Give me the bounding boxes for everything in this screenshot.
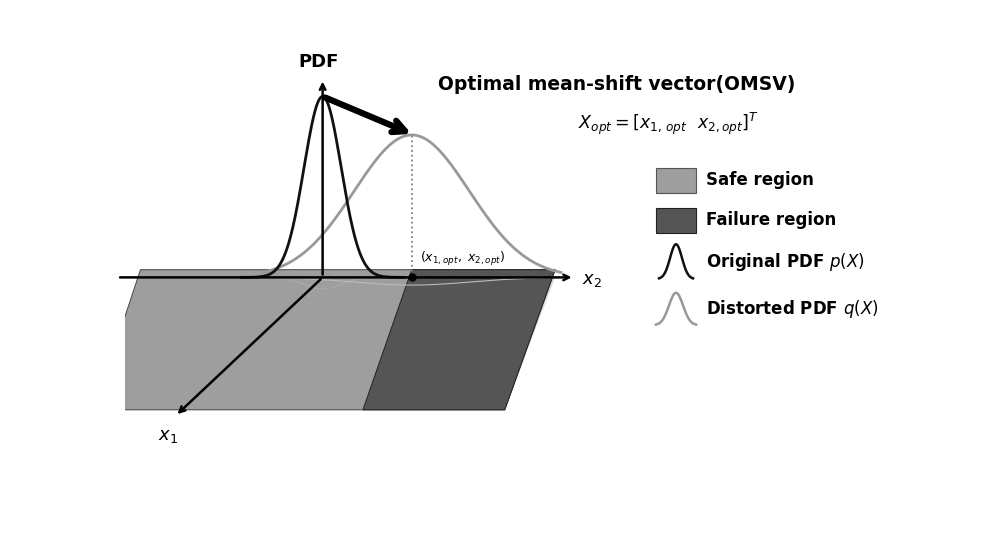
Text: Optimal mean-shift vector(OMSV): Optimal mean-shift vector(OMSV) — [438, 75, 796, 94]
Text: Original PDF $p(X)$: Original PDF $p(X)$ — [706, 251, 865, 273]
Text: Distorted PDF $q(X)$: Distorted PDF $q(X)$ — [706, 298, 879, 320]
Polygon shape — [94, 277, 555, 410]
Text: $\mathit{X}_{opt}$$=[x_{1,\,opt}\ \ x_{2,opt}]^T$: $\mathit{X}_{opt}$$=[x_{1,\,opt}\ \ x_{2… — [578, 111, 759, 137]
Bar — [656, 208, 696, 232]
Text: PDF: PDF — [299, 53, 339, 71]
Polygon shape — [94, 270, 555, 410]
Text: Safe region: Safe region — [706, 171, 814, 189]
Text: $(x_{1,opt},\ x_{2,opt})$: $(x_{1,opt},\ x_{2,opt})$ — [420, 250, 505, 268]
Text: $x_2$: $x_2$ — [582, 271, 602, 289]
Bar — [656, 168, 696, 193]
Text: $x_1$: $x_1$ — [158, 427, 178, 445]
Polygon shape — [363, 270, 555, 410]
Text: Failure region: Failure region — [706, 211, 836, 229]
